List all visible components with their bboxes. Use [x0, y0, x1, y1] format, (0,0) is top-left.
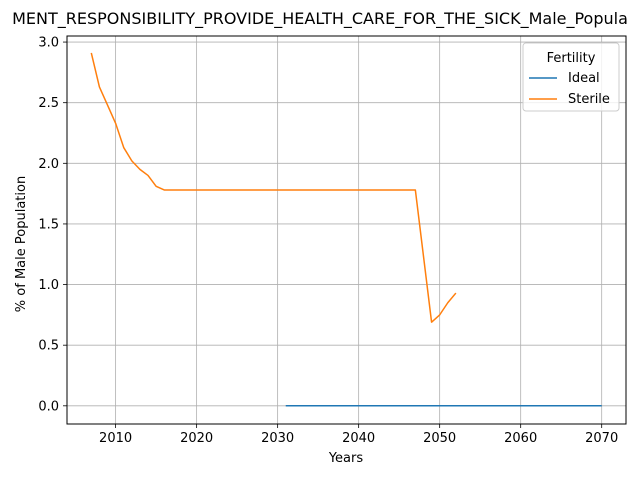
- y-tick-label: 0.0: [38, 399, 59, 414]
- series-line-sterile: [90, 52, 457, 323]
- legend: Fertility Ideal Sterile: [522, 42, 620, 112]
- x-tick-label: 2010: [99, 431, 132, 446]
- grid: [67, 36, 626, 424]
- y-tick-label: 2.5: [38, 96, 59, 111]
- y-tick-label: 1.0: [38, 278, 59, 293]
- legend-label-ideal: Ideal: [568, 71, 600, 86]
- x-tick-label: 2030: [261, 431, 294, 446]
- x-axis-label: Years: [328, 451, 364, 466]
- x-tick-label: 2050: [423, 431, 456, 446]
- x-tick-label: 2040: [342, 431, 375, 446]
- y-tick-label: 3.0: [38, 36, 59, 51]
- x-tick-label: 2060: [504, 431, 537, 446]
- y-tick-label: 2.0: [38, 157, 59, 172]
- y-axis: 0.0 0.5 1.0 1.5 2.0 2.5 3.0: [38, 36, 67, 414]
- x-tick-label: 2070: [585, 431, 618, 446]
- legend-label-sterile: Sterile: [568, 92, 610, 107]
- y-tick-label: 1.5: [38, 217, 59, 232]
- chart-title: MENT_RESPONSIBILITY_PROVIDE_HEALTH_CARE_…: [12, 9, 628, 29]
- legend-box: [522, 42, 620, 112]
- y-axis-label: % of Male Population: [14, 176, 29, 312]
- y-tick-label: 0.5: [38, 339, 59, 354]
- legend-title: Fertility: [547, 51, 596, 66]
- x-tick-label: 2020: [180, 431, 213, 446]
- plot-frame: [66, 35, 627, 425]
- x-axis: 2010 2020 2030 2040 2050 2060 2070: [99, 424, 618, 446]
- series-layer: [90, 52, 602, 407]
